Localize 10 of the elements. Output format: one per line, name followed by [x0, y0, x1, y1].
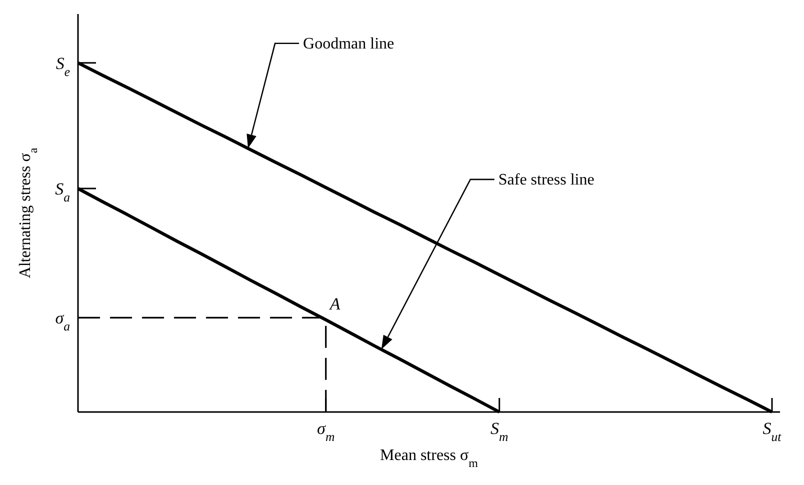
text: Safe stress line — [498, 171, 594, 188]
ref-line-label: σ$_{a}$ — [55, 308, 70, 334]
x-tick-label: S$_{ut}$ — [762, 419, 782, 444]
ref-line-label: S$_{a}$ — [55, 180, 70, 205]
x-tick-label: σ$_{m}$ — [317, 419, 335, 444]
annotation: A — [328, 294, 341, 314]
x-axis-title: Mean stress σ$_{m}$ — [380, 447, 479, 470]
text: Goodman line — [303, 35, 394, 52]
x-tick-label: S$_{m}$ — [490, 419, 508, 444]
ref-line-label: S$_{e}$ — [56, 54, 70, 79]
